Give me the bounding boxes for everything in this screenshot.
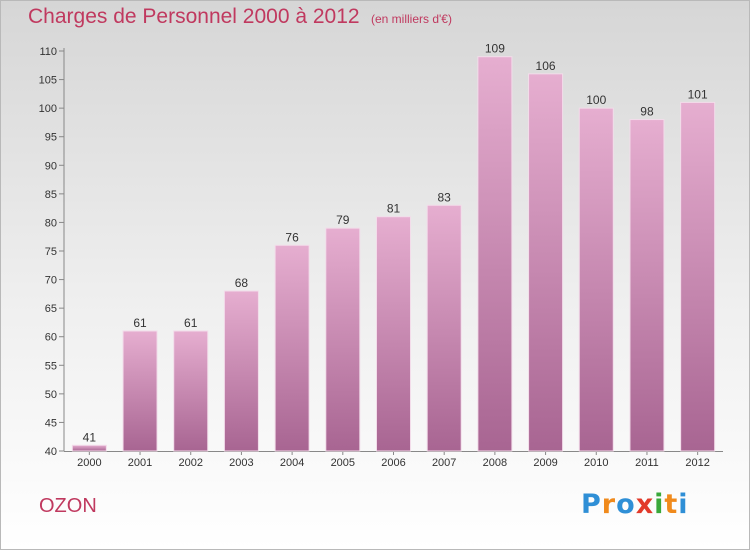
y-tick-label: 90 xyxy=(45,160,57,172)
y-tick-label: 110 xyxy=(39,46,57,58)
x-tick-label: 2007 xyxy=(432,457,456,469)
data-label: 76 xyxy=(285,230,299,244)
y-tick-label: 100 xyxy=(39,103,57,115)
data-label: 61 xyxy=(133,316,147,330)
bar-2007 xyxy=(426,204,462,452)
bars xyxy=(71,56,716,452)
data-label: 41 xyxy=(83,430,97,444)
y-tick-label: 60 xyxy=(45,332,57,344)
chart-subtitle: (en milliers d'€) xyxy=(371,12,452,26)
y-tick-label: 40 xyxy=(45,446,57,458)
x-tick-label: 2001 xyxy=(128,457,152,469)
data-label: 83 xyxy=(438,190,452,204)
bar-2009 xyxy=(528,73,564,452)
data-labels: 2000 41 2001 61 2002 61 2003 68 2004 76 2005 79 2006… xyxy=(77,42,710,469)
y-tick-label: 50 xyxy=(45,389,57,401)
data-label: 98 xyxy=(640,105,654,119)
bar-2008 xyxy=(477,56,513,452)
bar-2005 xyxy=(325,227,361,452)
data-label: 100 xyxy=(586,93,606,107)
bar-2003 xyxy=(223,290,259,452)
y-tick-label: 105 xyxy=(39,75,57,87)
data-label: 106 xyxy=(536,59,556,73)
y-tick-label: 75 xyxy=(45,246,57,258)
proxiti-logo[interactable]: Proxiti xyxy=(581,489,689,520)
bar-2002 xyxy=(173,330,209,452)
x-tick-label: 2005 xyxy=(331,457,355,469)
bar-2012 xyxy=(680,101,716,452)
y-tick-label: 80 xyxy=(45,217,57,229)
x-tick-label: 2004 xyxy=(280,457,304,469)
y-tick-label: 95 xyxy=(45,132,57,144)
data-label: 109 xyxy=(485,42,505,56)
chart-title: Charges de Personnel 2000 à 2012 xyxy=(28,5,360,28)
city-name: OZON xyxy=(39,495,97,517)
y-tick-label: 70 xyxy=(45,275,57,287)
bar-2006 xyxy=(376,216,411,452)
x-tick-label: 2012 xyxy=(685,457,709,469)
data-label: 79 xyxy=(336,213,350,227)
data-label: 68 xyxy=(235,276,249,290)
bar-2004 xyxy=(274,244,310,452)
x-tick-label: 2000 xyxy=(77,457,101,469)
data-label: 61 xyxy=(184,316,198,330)
data-label: 81 xyxy=(387,202,401,216)
x-tick-label: 2003 xyxy=(229,457,253,469)
y-tick-label: 85 xyxy=(45,189,57,201)
x-tick-label: 2010 xyxy=(584,457,608,469)
x-tick-label: 2006 xyxy=(381,457,405,469)
y-tick-label: 65 xyxy=(45,303,57,315)
y-tick-label: 55 xyxy=(45,360,57,372)
bar-2000 xyxy=(71,444,107,452)
x-tick-label: 2009 xyxy=(533,457,557,469)
bar-2001 xyxy=(122,330,158,452)
x-tick-label: 2008 xyxy=(483,457,507,469)
data-label: 101 xyxy=(688,87,708,101)
bar-2011 xyxy=(629,119,665,452)
y-tick-label: 45 xyxy=(45,417,57,429)
x-tick-label: 2002 xyxy=(178,457,202,469)
x-tick-label: 2011 xyxy=(635,457,659,469)
bar-2010 xyxy=(578,107,614,452)
